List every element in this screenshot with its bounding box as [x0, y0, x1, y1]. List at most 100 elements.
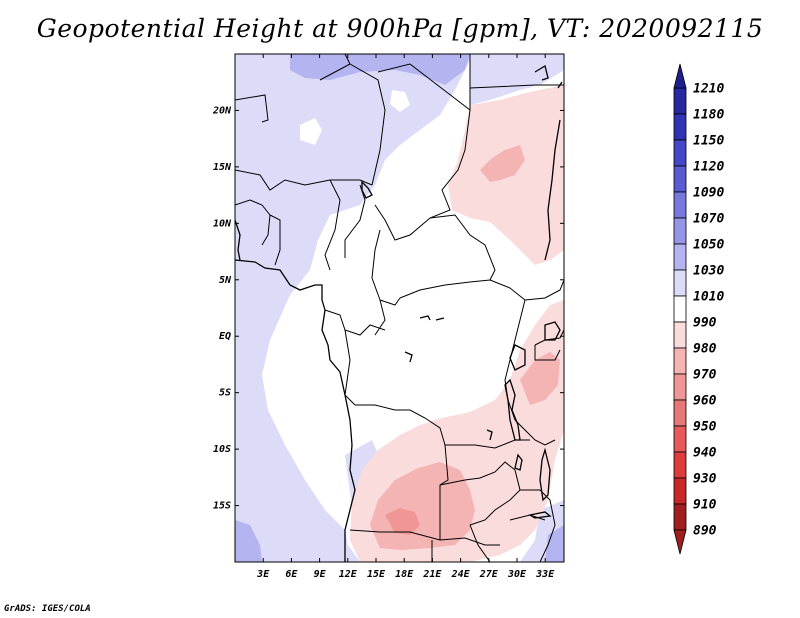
lon-tick-label: 21E — [422, 569, 442, 580]
lon-tick-label: 12E — [339, 569, 358, 580]
colorbar-label: 970 — [693, 368, 717, 383]
field-region-1010-north — [235, 54, 470, 562]
grads-credit: GrADS: IGES/COLA — [4, 604, 91, 614]
lat-tick-label: 15N — [213, 162, 232, 173]
lon-tick-label: 6E — [285, 569, 298, 580]
lon-tick-label: 18E — [395, 569, 414, 580]
colorbar-label: 950 — [693, 420, 717, 435]
colorbar-swatch — [673, 191, 687, 219]
lake-path — [504, 378, 521, 441]
field-region-960 — [385, 508, 420, 535]
border-path — [374, 299, 386, 336]
colorbar-label: 980 — [693, 342, 717, 357]
border-path — [469, 84, 564, 89]
colorbar-label: 1050 — [693, 238, 724, 253]
colorbar-swatch — [673, 477, 687, 505]
colorbar-label: 990 — [693, 316, 717, 331]
coastline — [235, 64, 563, 562]
lat-tick-label: 20N — [212, 105, 232, 116]
colorbar-swatch — [673, 165, 687, 193]
border-path — [534, 329, 564, 346]
colorbar-swatch — [673, 347, 687, 375]
colorbar-label: 960 — [693, 394, 717, 409]
lon-tick-label: 24E — [451, 569, 471, 580]
colorbar-bottom-arrow — [673, 529, 687, 555]
lon-tick-label: 3E — [256, 569, 270, 580]
border-path — [235, 94, 269, 123]
border-path — [377, 54, 471, 112]
border-path — [235, 199, 271, 246]
coastline-path — [544, 119, 561, 261]
lake-path — [528, 511, 552, 519]
coastline-path — [534, 64, 549, 81]
country-borders — [235, 54, 564, 562]
lat-tick-label: 10N — [213, 218, 232, 229]
lake-path — [419, 315, 431, 321]
lon-tick-label: 15E — [367, 569, 386, 580]
axis-ticks: 20N 15N 10N 5N EQ 5S 10S 15S 3E 6E 9E 12E 15E 18E 21E 2… — [212, 54, 564, 580]
field-hole-1 — [300, 118, 322, 145]
border-path — [399, 279, 526, 301]
colorbar-swatch — [673, 217, 687, 245]
border-path — [534, 345, 561, 361]
colorbar-swatch — [673, 269, 687, 297]
border-path — [324, 309, 386, 336]
height-field — [235, 54, 564, 562]
colorbar-label: 930 — [693, 472, 717, 487]
border-path — [355, 404, 446, 446]
coastline-path — [235, 259, 356, 562]
lake-path — [509, 344, 526, 371]
lat-tick-label: 10S — [213, 444, 231, 455]
lat-tick-label: 15S — [213, 501, 231, 512]
colorbar-label: 1010 — [693, 290, 724, 305]
lake-path — [539, 447, 551, 502]
border-path — [269, 214, 281, 266]
colorbar-label: 940 — [693, 446, 717, 461]
colorbar-swatch — [673, 451, 687, 479]
lat-tick-label: EQ — [219, 331, 231, 342]
colorbar-swatch — [673, 295, 687, 323]
lake-path — [486, 429, 493, 441]
border-path — [439, 461, 521, 526]
colorbar-swatch — [673, 373, 687, 401]
field-region-1030-north — [290, 54, 470, 85]
lake-path — [544, 321, 561, 341]
colorbar-label: 1120 — [693, 160, 724, 175]
colorbar-label: 1030 — [693, 264, 724, 279]
border-path — [349, 63, 386, 186]
lake-path — [404, 351, 413, 363]
border-path — [429, 214, 496, 281]
colorbar-swatch — [673, 113, 687, 141]
lat-tick-label: 5N — [219, 275, 232, 286]
field-region-970-east — [520, 352, 560, 405]
border-path — [524, 279, 564, 301]
border-path — [344, 329, 356, 406]
colorbar-label: 1210 — [693, 82, 724, 97]
field-region-1030-se — [545, 525, 564, 562]
lake-path — [514, 453, 523, 471]
colorbar-label: 1090 — [693, 186, 724, 201]
lake-path — [361, 180, 373, 199]
field-hole-2 — [390, 90, 410, 112]
border-path — [469, 524, 491, 562]
border-path — [349, 529, 500, 546]
colorbar-swatch — [673, 139, 687, 167]
border-path — [344, 184, 366, 258]
colorbar: 1210 1180 1150 1120 1090 1070 1050 1030 1010 990 9… — [673, 63, 724, 555]
border-path — [439, 444, 449, 540]
lon-tick-label: 30E — [507, 569, 527, 580]
colorbar-label: 1070 — [693, 212, 724, 227]
map-frame — [234, 53, 565, 563]
field-region-970-north — [480, 145, 525, 182]
border-path — [324, 179, 341, 271]
colorbar-swatch — [673, 321, 687, 349]
colorbar-swatch — [673, 87, 687, 115]
border-path — [514, 419, 556, 446]
colorbar-label: 1180 — [693, 108, 724, 123]
map-title: Geopotential Height at 900hPa [gpm], VT:… — [36, 14, 764, 43]
colorbar-swatch — [673, 425, 687, 453]
colorbar-swatch — [673, 243, 687, 271]
border-path — [374, 109, 471, 241]
colorbar-label: 1150 — [693, 134, 724, 149]
